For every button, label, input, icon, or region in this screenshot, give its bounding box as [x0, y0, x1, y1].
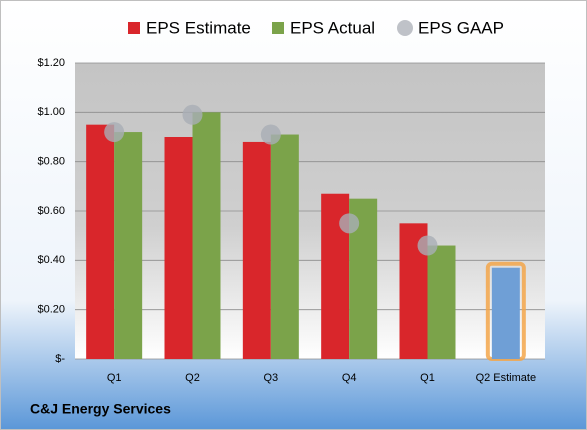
bar [114, 132, 143, 359]
legend-marker [128, 22, 140, 34]
bar [164, 137, 193, 359]
gaap-marker [182, 104, 203, 125]
x-tick-label: Q3 [263, 372, 278, 384]
gaap-marker [339, 213, 360, 234]
legend-label: EPS GAAP [418, 18, 504, 37]
bar [86, 124, 115, 360]
x-tick-label: Q4 [342, 372, 357, 384]
gaap-marker [104, 122, 125, 143]
legend-label: EPS Actual [290, 18, 375, 37]
bar [270, 134, 299, 359]
gaap-marker [260, 124, 281, 145]
y-tick-label: $1.20 [37, 57, 65, 69]
y-tick-label: $0.20 [37, 304, 65, 316]
gaap-marker [417, 235, 438, 256]
y-tick-label: $- [55, 353, 65, 365]
x-tick-label: Q1 [107, 372, 122, 384]
bar [491, 267, 520, 359]
x-tick-label: Q2 [185, 372, 200, 384]
y-tick-label: $0.80 [37, 156, 65, 168]
bar [242, 141, 271, 359]
bar [192, 112, 221, 359]
footer: C&J Energy Services [30, 401, 171, 417]
legend-marker [397, 20, 413, 36]
y-tick-label: $1.00 [37, 106, 65, 118]
y-tick-label: $0.60 [37, 205, 65, 217]
x-tick-label: Q1 [420, 372, 435, 384]
legend-label: EPS Estimate [146, 18, 251, 37]
x-tick-label: Q2 Estimate [476, 372, 537, 384]
bar [427, 245, 456, 359]
y-tick-label: $0.40 [37, 254, 65, 266]
legend-marker [272, 22, 284, 34]
